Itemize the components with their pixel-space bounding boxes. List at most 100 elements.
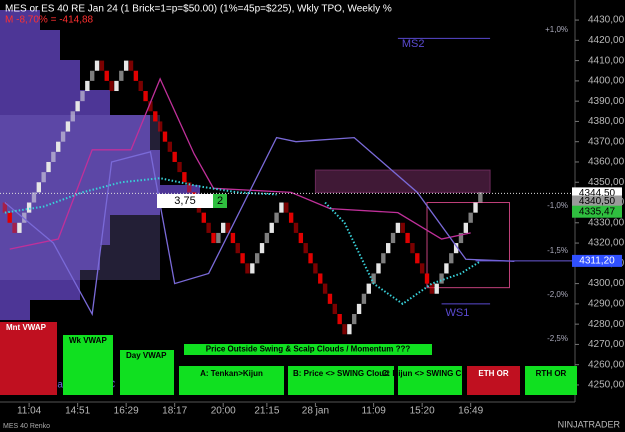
brick [468, 212, 473, 223]
instrument: MES 40 Renko [3, 423, 50, 430]
zone [314, 169, 491, 193]
brick [206, 222, 211, 233]
value-box [157, 194, 213, 208]
brick [250, 263, 255, 274]
indicator-button [63, 335, 113, 395]
x-tick-label: 16:29 [114, 406, 139, 417]
brick [478, 192, 483, 203]
brick [453, 243, 459, 254]
chart-subtitle: M -8,70% = -414,88 [5, 15, 94, 26]
price-marker-label: 4311,20 [579, 256, 615, 267]
indicator-line [9, 77, 471, 250]
brick [458, 232, 464, 244]
brick [371, 273, 376, 284]
x-tick-label: 11:04 [17, 406, 42, 417]
brick [284, 202, 289, 213]
brick [85, 80, 90, 92]
brick [444, 263, 449, 274]
indicator-button [525, 366, 577, 395]
brick [390, 232, 396, 244]
zone [426, 202, 510, 289]
brick [376, 263, 381, 274]
brick [2, 202, 8, 213]
price-marker [572, 254, 622, 267]
percent-label: -1,5% [547, 246, 568, 255]
y-tick-label: 4420,00 [588, 35, 625, 46]
brick [216, 232, 221, 244]
y-tick-label: 4350,00 [588, 177, 625, 188]
brick [337, 314, 342, 325]
indicator-button-label: RTH OR [536, 369, 567, 378]
brick [119, 70, 124, 81]
brick [439, 273, 444, 284]
brick [400, 222, 405, 233]
brick [70, 111, 75, 122]
indicator-button-label: C: Kijun <> SWING Cloud [382, 369, 479, 378]
brick [60, 131, 66, 142]
brick [269, 222, 274, 233]
pivot-label: MS2 [402, 38, 425, 50]
brick [211, 232, 216, 244]
value-box-text: 3,75 [174, 195, 195, 207]
brick [31, 192, 37, 203]
brick [104, 70, 109, 81]
x-tick-label: 20:00 [211, 406, 236, 417]
brick [133, 70, 139, 81]
brick [288, 212, 294, 223]
brick [148, 101, 153, 112]
brick [46, 161, 51, 173]
y-tick-label: 4400,00 [588, 76, 625, 87]
brick [347, 324, 352, 335]
brand: NINJATRADER [558, 419, 621, 429]
indicator-button [288, 366, 394, 395]
brick [75, 101, 80, 112]
x-tick-label: 16:49 [458, 406, 483, 417]
chart-title: MES or ES 40 RE Jan 24 (1 Brick=1=p=$50.… [5, 4, 392, 15]
brick [22, 212, 27, 223]
brick [177, 161, 182, 173]
brick [366, 283, 371, 294]
y-tick-label: 4320,00 [588, 238, 625, 249]
brick [51, 151, 56, 162]
brick [405, 232, 410, 244]
count-box [213, 194, 227, 208]
brick [356, 303, 362, 315]
indicator-line [4, 136, 515, 317]
brick [94, 60, 100, 71]
indicator-button [179, 366, 284, 395]
brick [386, 243, 391, 254]
brick [449, 253, 454, 264]
x-tick-label: 14:51 [65, 406, 90, 417]
brick [410, 243, 415, 254]
price-marker [572, 195, 622, 208]
brick [293, 222, 299, 233]
brick [235, 243, 240, 254]
brick [342, 324, 347, 335]
brick [254, 253, 260, 264]
count-box-text: 2 [217, 195, 223, 207]
indicator-button [467, 366, 520, 395]
brick [434, 283, 439, 294]
brick [463, 222, 469, 233]
x-tick-label: 28 jan [302, 406, 329, 417]
brick [123, 60, 129, 71]
brick [143, 91, 148, 102]
indicator-button-label: Wk VWAP [69, 336, 107, 345]
indicator-button [0, 322, 57, 395]
price-marker-label: 4335,47 [579, 206, 616, 217]
indicator-button-label: ETH OR [478, 369, 508, 378]
y-tick-label: 4280,00 [588, 319, 625, 330]
brick [221, 222, 226, 233]
brick [41, 172, 46, 183]
brick [153, 111, 158, 122]
brick [128, 60, 134, 71]
brick [138, 80, 143, 92]
brick [245, 263, 250, 274]
brick [327, 293, 333, 304]
x-tick-label: 11:09 [361, 406, 386, 417]
brick [162, 131, 168, 142]
brick [361, 293, 367, 304]
brick [322, 283, 328, 294]
indicator-line [4, 177, 481, 306]
brick [65, 121, 71, 132]
